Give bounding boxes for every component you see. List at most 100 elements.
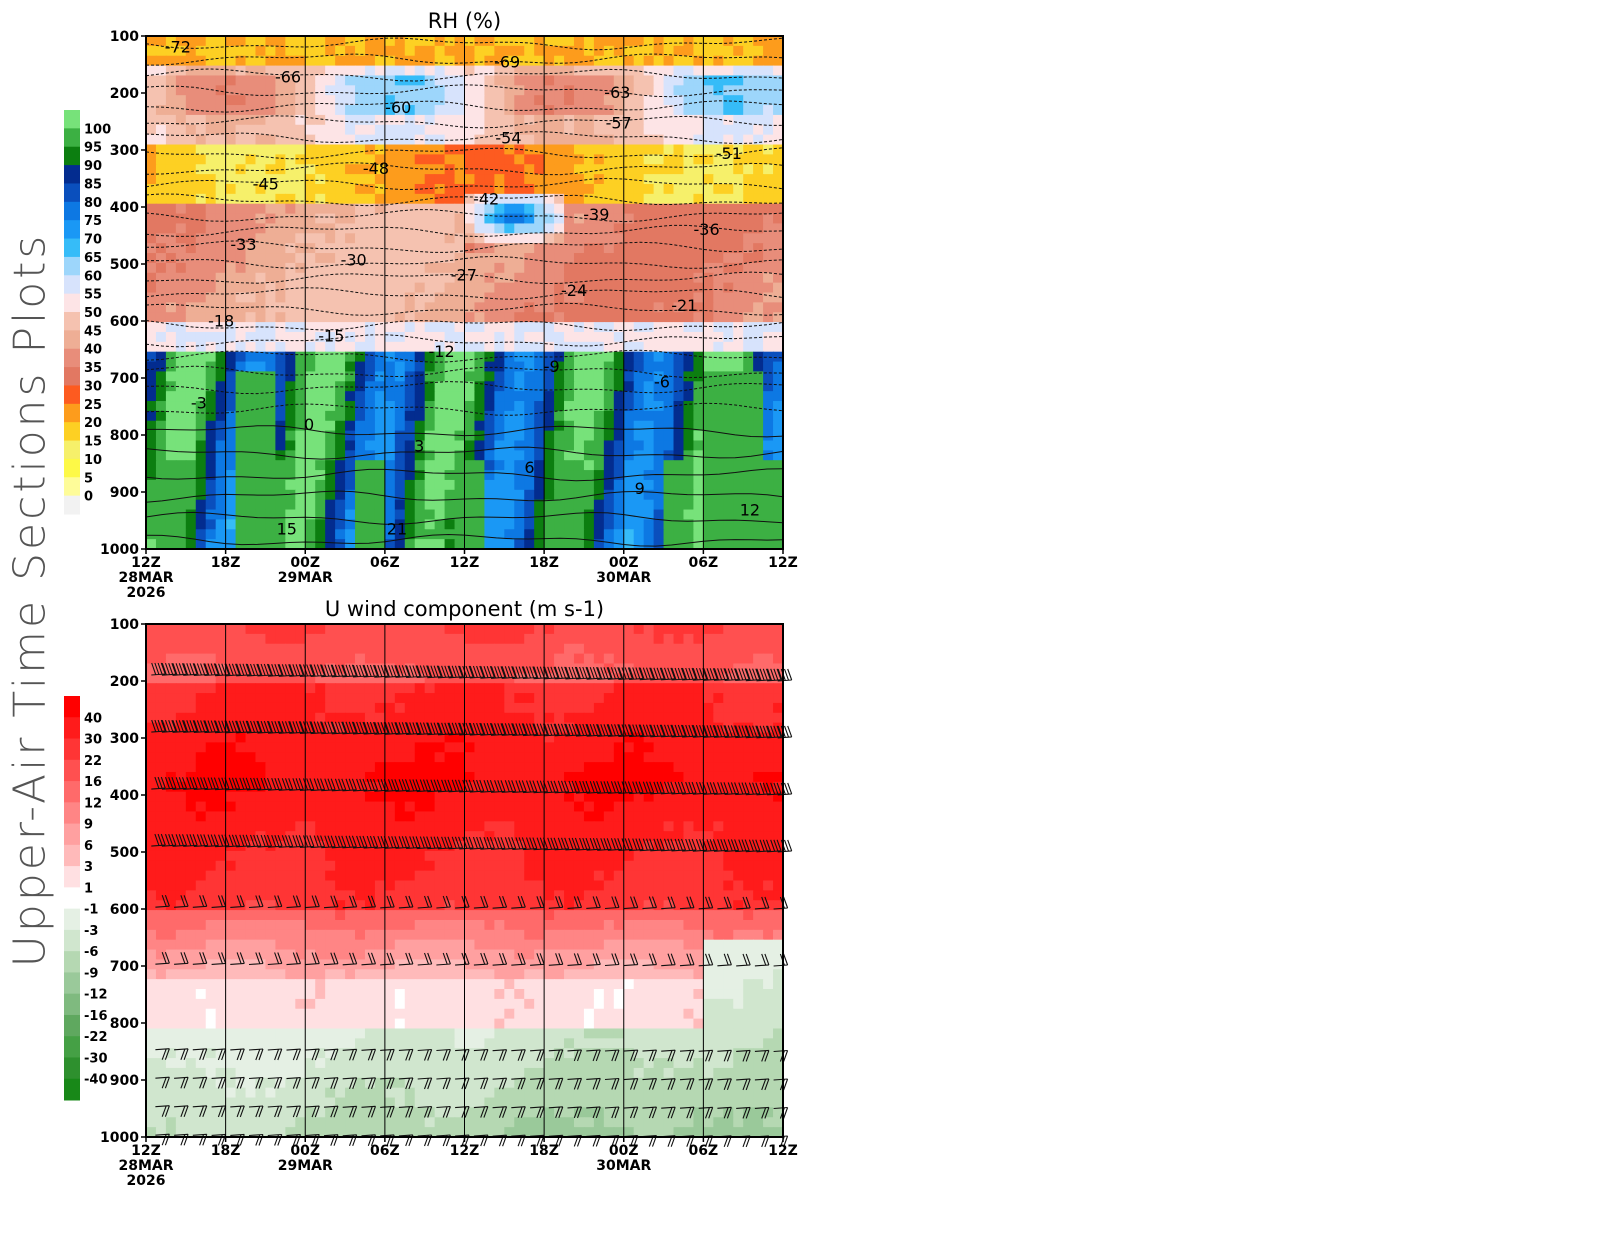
field-cell	[166, 450, 177, 460]
field-cell	[763, 431, 774, 441]
field-cell	[484, 36, 495, 46]
field-cell	[176, 391, 187, 401]
field-cell	[654, 253, 665, 263]
field-cell	[206, 480, 217, 490]
field-cell	[216, 362, 227, 372]
field-cell	[445, 105, 456, 115]
field-cell	[216, 480, 227, 490]
colorbar-swatch	[64, 202, 80, 221]
field-cell	[743, 263, 754, 273]
field-cell	[664, 490, 675, 500]
field-cell	[275, 283, 286, 293]
field-cell	[206, 283, 217, 293]
field-cell	[564, 519, 575, 529]
field-cell	[693, 450, 704, 460]
field-cell	[514, 164, 525, 174]
field-cell	[146, 194, 157, 204]
field-cell	[236, 46, 247, 56]
field-cell	[385, 470, 396, 480]
field-cell	[465, 214, 476, 224]
field-cell	[574, 391, 585, 401]
field-cell	[176, 184, 187, 194]
field-cell	[435, 411, 446, 421]
field-cell	[305, 184, 316, 194]
field-cell	[455, 105, 466, 115]
field-cell	[574, 490, 585, 500]
field-cell	[654, 273, 665, 283]
field-cell	[335, 391, 346, 401]
field-cell	[415, 421, 426, 431]
field-cell	[574, 510, 585, 520]
field-cell	[265, 381, 276, 391]
field-cell	[703, 164, 714, 174]
field-cell	[534, 332, 545, 342]
field-cell	[514, 154, 525, 164]
field-cell	[166, 243, 177, 253]
field-cell	[445, 519, 456, 529]
field-cell	[534, 174, 545, 184]
field-cell	[246, 391, 257, 401]
colorbar-swatch	[64, 294, 80, 313]
field-cell	[614, 391, 625, 401]
field-cell	[614, 263, 625, 273]
field-cell	[285, 135, 296, 145]
field-cell	[216, 421, 227, 431]
field-cell	[355, 233, 366, 243]
field-cell	[763, 66, 774, 76]
field-cell	[703, 362, 714, 372]
field-cell	[236, 95, 247, 105]
field-cell	[763, 105, 774, 115]
field-cell	[484, 352, 495, 362]
field-cell	[644, 322, 655, 332]
field-cell	[425, 85, 436, 95]
field-cell	[664, 253, 675, 263]
field-cell	[226, 283, 237, 293]
colorbar-label: 20	[84, 416, 102, 431]
field-cell	[743, 450, 754, 460]
field-cell	[723, 85, 734, 95]
field-cell	[614, 362, 625, 372]
field-cell	[395, 46, 406, 56]
field-cell	[445, 293, 456, 303]
field-cell	[166, 273, 177, 283]
field-cell	[713, 85, 724, 95]
field-cell	[405, 460, 416, 470]
field-cell	[514, 174, 525, 184]
field-cell	[574, 46, 585, 56]
field-cell	[514, 273, 525, 283]
field-cell	[703, 125, 714, 135]
field-cell	[275, 145, 286, 155]
field-cell	[335, 510, 346, 520]
field-cell	[723, 490, 734, 500]
field-cell	[693, 145, 704, 155]
field-cell	[703, 450, 714, 460]
field-cell	[246, 194, 257, 204]
field-cell	[186, 431, 197, 441]
field-cell	[494, 371, 505, 381]
field-cell	[425, 223, 436, 233]
field-cell	[564, 371, 575, 381]
field-cell	[703, 342, 714, 352]
field-cell	[325, 75, 336, 85]
field-cell	[255, 194, 266, 204]
field-cell	[763, 500, 774, 510]
field-cell	[574, 66, 585, 76]
field-cell	[216, 500, 227, 510]
field-cell	[265, 223, 276, 233]
field-cell	[574, 362, 585, 372]
field-cell	[375, 362, 386, 372]
field-cell	[385, 75, 396, 85]
field-cell	[186, 164, 197, 174]
field-cell	[514, 322, 525, 332]
field-cell	[365, 56, 376, 66]
field-cell	[584, 500, 595, 510]
field-cell	[544, 500, 555, 510]
field-cell	[355, 332, 366, 342]
field-cell	[524, 95, 535, 105]
field-cell	[415, 95, 426, 105]
field-cell	[405, 362, 416, 372]
field-cell	[355, 490, 366, 500]
field-cell	[514, 253, 525, 263]
field-cell	[236, 371, 247, 381]
field-cell	[514, 411, 525, 421]
